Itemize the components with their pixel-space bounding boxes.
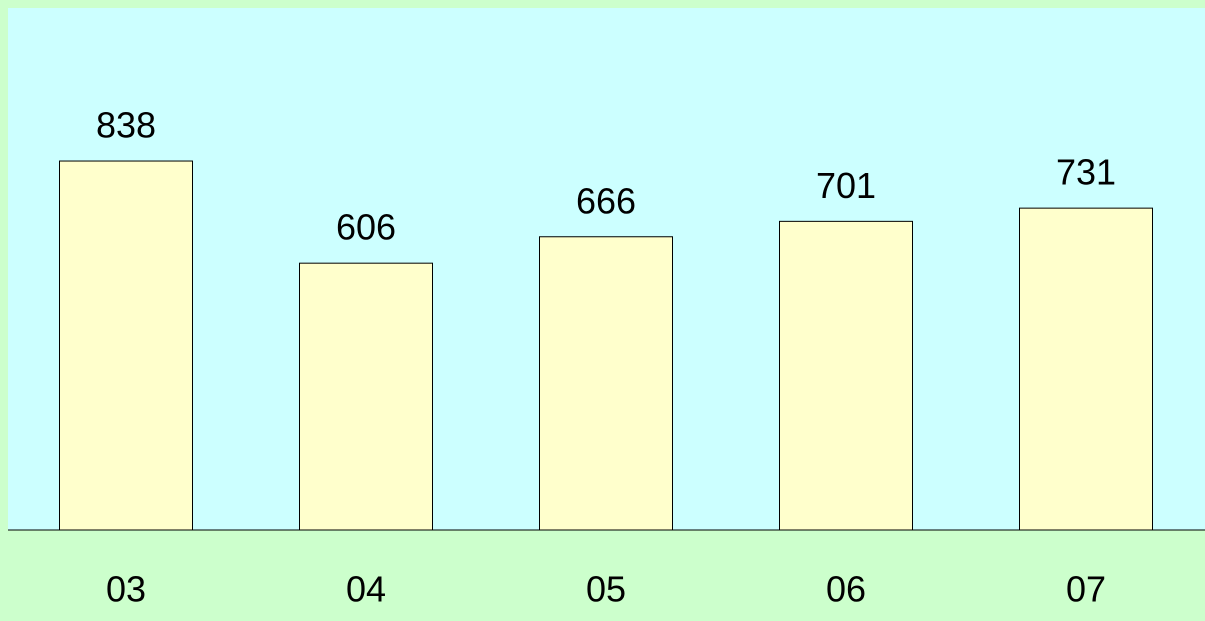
bar [779, 220, 913, 531]
value-label: 838 [96, 105, 156, 146]
bar [1019, 207, 1153, 531]
x-tick-label: 04 [346, 569, 386, 610]
value-label: 701 [816, 165, 876, 206]
x-tick-label: 03 [106, 569, 146, 610]
bar [539, 236, 673, 531]
x-tick-label: 05 [586, 569, 626, 610]
x-tick-label: 07 [1066, 569, 1106, 610]
bar [299, 262, 433, 531]
value-label: 731 [1056, 152, 1116, 193]
bar [59, 160, 193, 531]
value-label: 606 [336, 207, 396, 248]
x-tick-label: 06 [826, 569, 866, 610]
value-label: 666 [576, 180, 636, 221]
